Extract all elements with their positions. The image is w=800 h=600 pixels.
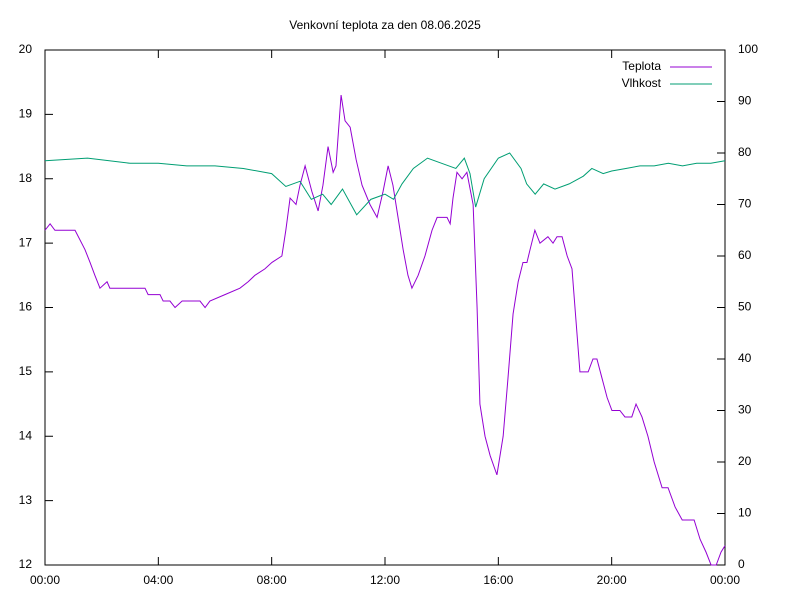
x-tick-label: 12:00 [370,573,400,587]
x-tick-label: 20:00 [597,573,627,587]
chart-title: Venkovní teplota za den 08.06.2025 [289,18,481,32]
y-tick-label: 19 [19,107,33,121]
y-tick-label: 18 [19,171,33,185]
legend-label: Vlhkost [622,76,662,90]
y2-tick-label: 50 [738,300,752,314]
y2-tick-label: 60 [738,248,752,262]
legend-label: Teplota [622,59,661,73]
y2-tick-label: 20 [738,454,752,468]
x-tick-label: 00:00 [710,573,740,587]
y2-tick-label: 0 [738,557,745,571]
y-tick-label: 15 [19,364,33,378]
y2-tick-label: 90 [738,94,752,108]
y2-tick-label: 40 [738,351,752,365]
x-tick-label: 00:00 [30,573,60,587]
y-tick-label: 20 [19,42,33,56]
series-line [44,94,726,566]
y2-tick-label: 100 [738,42,758,56]
y2-tick-label: 70 [738,197,752,211]
x-tick-label: 16:00 [483,573,513,587]
y-tick-label: 12 [19,557,33,571]
series-line [44,152,726,216]
y-tick-label: 16 [19,300,33,314]
y-tick-label: 14 [19,428,33,442]
y2-tick-label: 30 [738,403,752,417]
y-tick-label: 13 [19,493,33,507]
x-tick-label: 08:00 [257,573,287,587]
x-tick-label: 04:00 [143,573,173,587]
y-tick-label: 17 [19,235,33,249]
y2-tick-label: 10 [738,506,752,520]
y2-tick-label: 80 [738,145,752,159]
